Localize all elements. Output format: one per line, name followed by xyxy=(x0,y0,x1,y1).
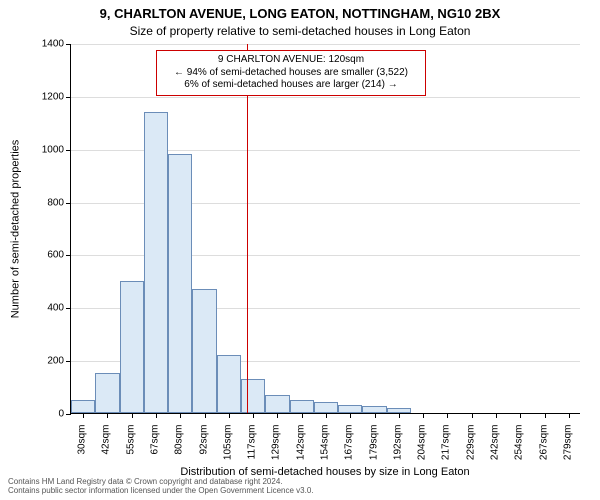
x-tick-label: 242sqm xyxy=(490,425,501,475)
x-tick-mark xyxy=(277,413,278,418)
x-tick-mark xyxy=(375,413,376,418)
histogram-bar xyxy=(265,395,289,414)
callout-line-2: ← 94% of semi-detached houses are smalle… xyxy=(163,67,419,80)
x-tick-label: 179sqm xyxy=(368,425,379,475)
y-tick-label: 400 xyxy=(24,303,64,314)
y-tick-mark xyxy=(66,203,71,204)
y-tick-label: 200 xyxy=(24,356,64,367)
x-tick-mark xyxy=(132,413,133,418)
callout-line-3: 6% of semi-detached houses are larger (2… xyxy=(163,79,419,92)
x-tick-mark xyxy=(83,413,84,418)
y-tick-mark xyxy=(66,255,71,256)
y-tick-label: 600 xyxy=(24,250,64,261)
y-tick-label: 1200 xyxy=(24,91,64,102)
y-axis-label: Number of semi-detached properties xyxy=(9,140,21,319)
histogram-bar xyxy=(192,289,216,413)
x-tick-mark xyxy=(326,413,327,418)
histogram-bar xyxy=(95,373,119,413)
x-tick-label: 67sqm xyxy=(150,425,161,475)
y-tick-label: 1400 xyxy=(24,39,64,50)
x-tick-label: 92sqm xyxy=(198,425,209,475)
x-tick-label: 254sqm xyxy=(514,425,525,475)
x-tick-mark xyxy=(447,413,448,418)
page-subtitle: Size of property relative to semi-detach… xyxy=(0,24,600,38)
x-tick-label: 279sqm xyxy=(562,425,573,475)
x-tick-mark xyxy=(302,413,303,418)
y-tick-mark xyxy=(66,414,71,415)
x-tick-label: 229sqm xyxy=(465,425,476,475)
page-title-address: 9, CHARLTON AVENUE, LONG EATON, NOTTINGH… xyxy=(0,6,600,21)
gridline xyxy=(71,97,580,98)
x-tick-mark xyxy=(472,413,473,418)
histogram-bar xyxy=(168,154,192,413)
y-tick-mark xyxy=(66,361,71,362)
x-tick-mark xyxy=(180,413,181,418)
x-tick-mark xyxy=(205,413,206,418)
marker-callout: 9 CHARLTON AVENUE: 120sqm ← 94% of semi-… xyxy=(156,50,426,96)
x-tick-label: 117sqm xyxy=(247,425,258,475)
chart-plot-area: 9 CHARLTON AVENUE: 120sqm ← 94% of semi-… xyxy=(70,44,580,414)
property-size-marker xyxy=(247,44,248,413)
x-tick-mark xyxy=(545,413,546,418)
histogram-bar xyxy=(120,281,144,413)
page: { "titles": { "address": "9, CHARLTON AV… xyxy=(0,0,600,500)
x-tick-label: 80sqm xyxy=(174,425,185,475)
histogram-bar xyxy=(362,406,386,413)
x-tick-mark xyxy=(253,413,254,418)
footnote: Contains HM Land Registry data © Crown c… xyxy=(8,477,592,496)
y-axis-label-container: Number of semi-detached properties xyxy=(8,44,22,414)
y-tick-mark xyxy=(66,150,71,151)
y-tick-mark xyxy=(66,44,71,45)
x-tick-label: 204sqm xyxy=(417,425,428,475)
y-tick-label: 0 xyxy=(24,409,64,420)
histogram-bar xyxy=(217,355,241,413)
callout-line-1: 9 CHARLTON AVENUE: 120sqm xyxy=(163,54,419,67)
x-tick-mark xyxy=(156,413,157,418)
y-tick-mark xyxy=(66,97,71,98)
x-tick-label: 167sqm xyxy=(344,425,355,475)
histogram-bar xyxy=(314,402,338,413)
histogram-bar xyxy=(71,400,95,413)
histogram-bar xyxy=(241,379,265,413)
x-tick-label: 142sqm xyxy=(295,425,306,475)
gridline xyxy=(71,44,580,45)
x-tick-mark xyxy=(107,413,108,418)
x-tick-label: 55sqm xyxy=(125,425,136,475)
footnote-line-2: Contains public sector information licen… xyxy=(8,486,592,496)
x-tick-label: 129sqm xyxy=(271,425,282,475)
x-tick-label: 217sqm xyxy=(441,425,452,475)
x-tick-mark xyxy=(423,413,424,418)
x-tick-label: 30sqm xyxy=(77,425,88,475)
histogram-bar xyxy=(338,405,362,413)
x-tick-mark xyxy=(520,413,521,418)
x-tick-label: 154sqm xyxy=(320,425,331,475)
footnote-line-1: Contains HM Land Registry data © Crown c… xyxy=(8,477,592,487)
x-tick-label: 192sqm xyxy=(392,425,403,475)
x-tick-label: 105sqm xyxy=(222,425,233,475)
y-tick-label: 800 xyxy=(24,197,64,208)
y-tick-mark xyxy=(66,308,71,309)
x-tick-label: 267sqm xyxy=(538,425,549,475)
x-tick-mark xyxy=(229,413,230,418)
x-tick-mark xyxy=(399,413,400,418)
x-tick-label: 42sqm xyxy=(101,425,112,475)
y-tick-label: 1000 xyxy=(24,144,64,155)
x-tick-mark xyxy=(496,413,497,418)
histogram-bar xyxy=(290,400,314,413)
x-tick-mark xyxy=(350,413,351,418)
histogram-bar xyxy=(144,112,168,413)
x-tick-mark xyxy=(569,413,570,418)
